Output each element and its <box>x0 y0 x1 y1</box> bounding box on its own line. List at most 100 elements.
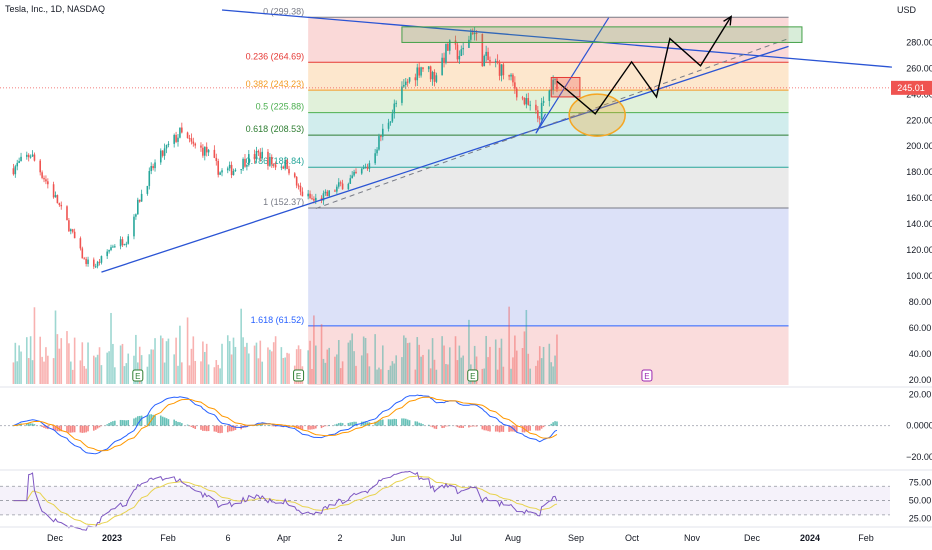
macd-histogram-bar <box>431 425 434 428</box>
volume-bar <box>282 357 285 384</box>
macd-histogram-bar <box>366 422 369 426</box>
macd-histogram-bar <box>311 425 313 430</box>
support-box <box>550 76 581 98</box>
volume-bar <box>381 345 384 384</box>
macd-histogram-bar <box>98 425 101 428</box>
candle-body <box>389 121 392 123</box>
volume-bar <box>286 352 288 384</box>
volume-bar <box>554 355 556 384</box>
candle-body <box>66 206 68 221</box>
macd-histogram-bar <box>259 424 262 426</box>
volume-bar <box>159 335 162 384</box>
macd-histogram-bar <box>420 423 422 426</box>
macd-histogram-bar <box>496 425 499 432</box>
volume-bar <box>253 345 256 384</box>
candle-body <box>194 143 197 146</box>
macd-histogram-bar <box>27 423 30 426</box>
volume-bar <box>188 365 191 384</box>
candle-body <box>246 164 248 167</box>
macd-histogram-bar <box>272 425 275 427</box>
volume-bar <box>498 347 501 384</box>
volume-bar <box>138 346 141 384</box>
volume-bar <box>179 325 181 384</box>
volume-bar <box>454 336 457 384</box>
projection-arrowhead <box>723 15 732 26</box>
candle-body <box>401 86 403 103</box>
x-tick-label: Feb <box>858 533 874 543</box>
macd-histogram-bar <box>152 414 154 426</box>
volume-bar <box>351 333 353 384</box>
candle-body <box>535 104 537 111</box>
candle-body <box>154 162 156 169</box>
macd-histogram-bar <box>471 425 474 427</box>
candle-body <box>167 143 170 146</box>
candle-body <box>92 259 95 267</box>
volume-bar <box>248 353 250 384</box>
macd-histogram-bar <box>353 421 355 426</box>
y-tick-label: 140.00 <box>906 219 932 229</box>
macd-histogram-bar <box>125 420 128 426</box>
candle-body <box>240 169 242 171</box>
candle-body <box>374 153 376 164</box>
volume-bar <box>376 369 378 384</box>
volume-bar <box>374 334 376 384</box>
candle-body <box>110 247 112 251</box>
volume-bar <box>326 349 329 384</box>
candle-body <box>422 67 424 70</box>
macd-histogram-bar <box>322 425 325 428</box>
volume-bar <box>349 340 352 384</box>
candle-body <box>207 149 210 153</box>
highlight-circle <box>568 93 626 137</box>
volume-bar <box>447 364 449 384</box>
volume-bar <box>324 362 327 384</box>
macd-histogram-bar <box>234 425 237 431</box>
volume-bar <box>462 355 464 384</box>
candle-body <box>60 204 63 207</box>
macd-histogram-bar <box>443 425 445 428</box>
volume-bar <box>404 337 407 384</box>
candle-body <box>288 168 290 174</box>
macd-histogram-bar <box>475 425 478 427</box>
candle-body <box>98 261 101 263</box>
candle-body <box>152 166 154 169</box>
y-tick-label: 40.00 <box>909 349 932 359</box>
fib-zone <box>308 208 789 326</box>
volume-bar <box>177 365 179 384</box>
macd-histogram-bar <box>349 422 352 426</box>
fib-level-label: 0.786 (183.84) <box>246 156 305 166</box>
macd-histogram-bar <box>401 418 403 426</box>
fib-level-label: 0.618 (208.53) <box>246 124 305 134</box>
macd-histogram-bar <box>334 424 336 426</box>
candle-body <box>114 246 116 248</box>
volume-bar <box>433 359 436 384</box>
rsi-tick-label: 25.00 <box>909 513 932 523</box>
candle-body <box>537 110 539 119</box>
candle-body <box>527 98 530 105</box>
candle-body <box>462 47 464 50</box>
macd-histogram-bar <box>58 425 61 432</box>
macd-histogram-bar <box>159 415 162 426</box>
volume-bar <box>529 368 531 384</box>
rsi-ma-line <box>13 475 558 526</box>
macd-histogram-bar <box>25 423 28 426</box>
candle-body <box>429 66 432 80</box>
candle-body <box>460 49 463 56</box>
volume-bar <box>192 336 195 384</box>
candle-body <box>146 185 149 194</box>
channel-line <box>535 17 610 134</box>
macd-histogram-bar <box>315 425 317 429</box>
macd-histogram-bar <box>70 425 72 433</box>
fib-zone <box>308 62 789 91</box>
macd-histogram-bar <box>127 420 130 426</box>
volume-bar <box>215 360 218 384</box>
candle-body <box>387 122 390 129</box>
candle-body <box>203 146 206 156</box>
candle-body <box>395 102 397 104</box>
macd-histogram-bar <box>92 425 95 431</box>
macd-histogram-bar <box>217 425 219 433</box>
candle-body <box>31 154 34 157</box>
macd-histogram-bar <box>525 425 528 432</box>
candle-body <box>471 32 474 35</box>
